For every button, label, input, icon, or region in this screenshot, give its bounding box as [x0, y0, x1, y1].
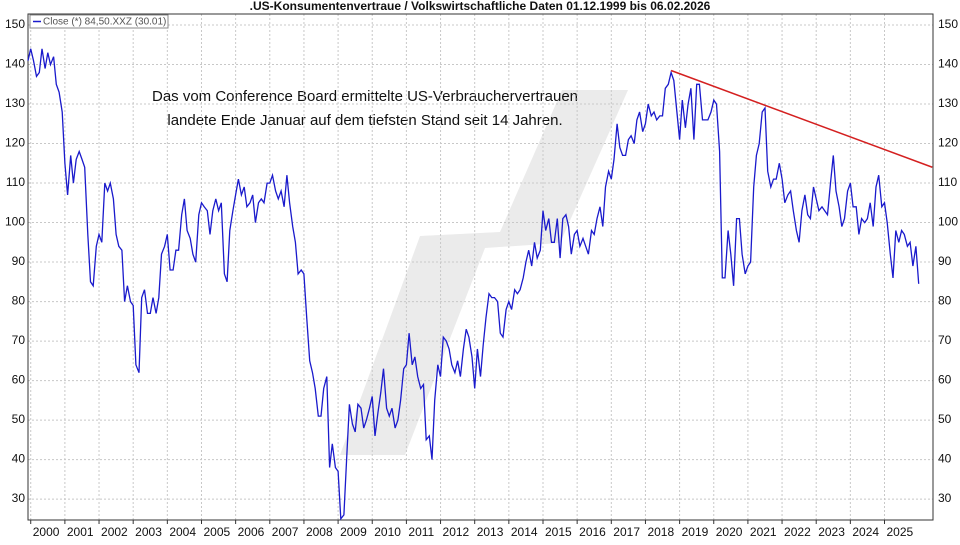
y2-tick-label: 60: [938, 373, 952, 387]
y2-tick-label: 140: [938, 57, 958, 71]
x-tick-label: 2005: [203, 525, 230, 539]
legend-label: Close (*) 84,50.XXZ (30.01): [43, 17, 166, 28]
y2-tick-label: 100: [938, 215, 958, 229]
y-tick-label: 90: [12, 254, 26, 268]
x-tick-label: 2004: [169, 525, 196, 539]
y-tick-label: 80: [12, 294, 26, 308]
y2-tick-label: 50: [938, 412, 952, 426]
y2-tick-label: 80: [938, 294, 952, 308]
x-tick-label: 2023: [818, 525, 845, 539]
y-tick-label: 70: [12, 333, 26, 347]
x-tick-label: 2013: [477, 525, 504, 539]
y-tick-label: 150: [5, 17, 25, 31]
y2-tick-label: 70: [938, 333, 952, 347]
y2-tick-label: 130: [938, 96, 958, 110]
x-tick-label: 2015: [545, 525, 572, 539]
y-tick-label: 130: [5, 96, 25, 110]
y-tick-label: 100: [5, 215, 25, 229]
y-tick-label: 140: [5, 57, 25, 71]
y2-tick-label: 30: [938, 491, 952, 505]
x-tick-label: 2001: [67, 525, 94, 539]
x-tick-label: 2007: [272, 525, 299, 539]
x-tick-label: 2011: [408, 525, 434, 539]
legend-box: [29, 14, 169, 29]
y-tick-label: 30: [12, 491, 26, 505]
x-tick-label: 2019: [682, 525, 709, 539]
y2-tick-label: 90: [938, 254, 952, 268]
data-line: [27, 48, 920, 521]
y2-tick-label: 40: [938, 452, 952, 466]
y-tick-label: 120: [5, 136, 25, 150]
x-tick-label: 2018: [647, 525, 674, 539]
plot-frame: [27, 13, 934, 521]
y2-tick-label: 110: [938, 175, 957, 189]
chart-title: .US-Konsumentenvertraue / Volkswirtschaf…: [250, 0, 711, 13]
y2-tick-label: 150: [938, 17, 958, 31]
x-tick-label: 2006: [238, 525, 265, 539]
x-tick-label: 2012: [443, 525, 470, 539]
x-tick-label: 2020: [716, 525, 743, 539]
x-tick-label: 2017: [613, 525, 640, 539]
annotation: landete Ende Januar auf dem tiefsten Sta…: [167, 112, 562, 129]
x-tick-label: 2002: [101, 525, 128, 539]
x-tick-label: 2003: [135, 525, 162, 539]
x-tick-label: 2021: [750, 525, 777, 539]
y-tick-label: 60: [12, 373, 26, 387]
y-tick-label: 110: [6, 175, 25, 189]
y2-tick-label: 120: [938, 136, 958, 150]
x-tick-label: 2025: [887, 525, 914, 539]
x-tick-label: 2024: [852, 525, 879, 539]
x-tick-label: 2008: [306, 525, 333, 539]
y-tick-label: 40: [12, 452, 26, 466]
trend-line: [670, 69, 933, 168]
x-tick-label: 2000: [33, 525, 60, 539]
x-tick-label: 2009: [340, 525, 367, 539]
annotation: Das vom Conference Board ermittelte US-V…: [152, 88, 578, 105]
y-tick-label: 50: [12, 412, 26, 426]
x-tick-label: 2016: [579, 525, 606, 539]
x-tick-label: 2010: [374, 525, 401, 539]
x-tick-label: 2022: [784, 525, 811, 539]
x-tick-label: 2014: [511, 525, 538, 539]
